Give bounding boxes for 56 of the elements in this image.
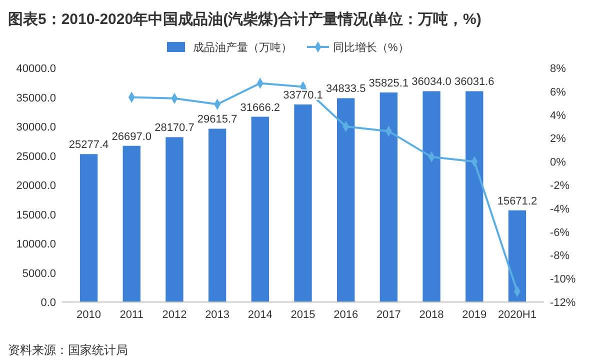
bar: [380, 92, 398, 302]
bar: [251, 116, 269, 302]
bar: [122, 146, 140, 302]
y2-tick-label: 8%: [550, 63, 566, 75]
y2-tick-label: 6%: [550, 86, 566, 98]
y2-tick-label: 4%: [550, 110, 566, 122]
y2-tick-label: 0%: [550, 156, 566, 169]
bar: [294, 104, 312, 302]
y-tick-label: 5000.0: [22, 268, 56, 280]
data-label: 15671.2: [497, 195, 538, 208]
data-label: 34833.5: [326, 83, 366, 96]
y2-tick-label: -10%: [550, 274, 576, 286]
y2-tick-label: -6%: [550, 226, 570, 239]
y2-tick-label: -2%: [550, 180, 570, 192]
bar: [80, 154, 98, 302]
y2-tick-label: -4%: [550, 203, 570, 216]
y-tick-label: 20000.0: [16, 180, 56, 192]
x-tick-label: 2010: [76, 309, 102, 321]
bar: [208, 128, 226, 302]
y-tick-label: 40000.0: [16, 63, 56, 75]
x-tick-label: 2018: [419, 309, 444, 321]
bar: [166, 137, 184, 302]
x-tick-label: 2013: [205, 309, 230, 321]
data-label: 26697.0: [112, 130, 152, 143]
bar: [466, 91, 484, 302]
y-tick-label: 35000.0: [16, 92, 56, 104]
text: 资料来源：国家统计局: [8, 343, 128, 357]
x-tick-label: 2011: [120, 309, 144, 321]
y-tick-label: 30000.0: [16, 122, 56, 134]
x-tick-label: 2015: [290, 309, 316, 321]
y-tick-label: 10000.0: [16, 238, 56, 250]
x-tick-label: 2012: [162, 309, 187, 321]
legend-label: 成品油产量（万吨）: [193, 41, 292, 54]
data-label: 28170.7: [154, 122, 194, 134]
y2-tick-label: -8%: [550, 250, 570, 262]
x-tick-label: 2020H1: [498, 309, 536, 321]
bar: [508, 210, 526, 302]
x-tick-label: 2014: [248, 309, 272, 321]
data-label: 35825.1: [368, 77, 409, 90]
data-label: 36034.0: [412, 76, 452, 88]
chart-title: 图表5：2010-2020年中国成品油(汽柴煤)合计产量情况(单位：万吨，%): [8, 11, 482, 28]
y2-tick-label: 2%: [550, 133, 566, 146]
y2-tick-label: -12%: [550, 297, 576, 309]
data-label: 36031.6: [454, 76, 494, 88]
legend-label: 同比增长（%）: [333, 41, 409, 54]
x-tick-label: 2017: [376, 309, 401, 321]
bar: [422, 91, 440, 302]
x-tick-label: 2019: [462, 309, 487, 321]
y-tick-label: 0.0: [40, 297, 56, 309]
data-label: 29615.7: [197, 114, 238, 126]
x-tick-label: 2016: [334, 309, 358, 321]
y-tick-label: 25000.0: [16, 150, 56, 163]
bar: [337, 98, 355, 302]
y-tick-label: 15000.0: [16, 209, 56, 222]
data-label: 25277.4: [68, 139, 109, 152]
data-label: 31666.2: [240, 102, 280, 114]
